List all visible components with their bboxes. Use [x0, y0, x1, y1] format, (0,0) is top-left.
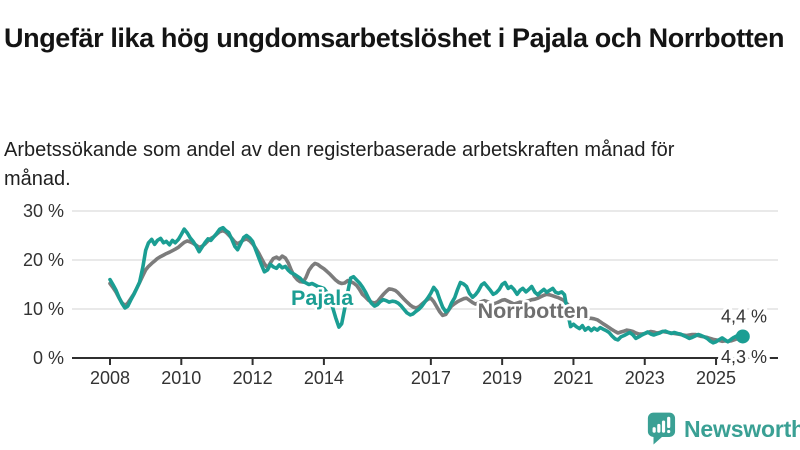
x-tick-label: 2023 — [625, 368, 665, 388]
series-line-norrbotten — [108, 228, 745, 344]
series-end-dot-pajala — [735, 329, 750, 344]
y-tick-label: 30 % — [23, 201, 64, 221]
y-tick-label: 10 % — [23, 299, 64, 319]
x-tick-label: 2014 — [304, 368, 344, 388]
newsworthy-speech-bubble-barchart-icon — [647, 412, 676, 445]
series-line-pajala — [108, 225, 745, 345]
brand-wordmark: Newsworthy — [684, 415, 800, 442]
series-label-pajala: Pajala — [291, 286, 354, 310]
series-label-norrbotten: Norrbotten — [478, 299, 589, 323]
x-tick-label: 2012 — [233, 368, 273, 388]
x-tick-label: 2025 — [696, 368, 736, 388]
page-subtitle: Arbetssökande som andel av den registerb… — [4, 139, 675, 190]
page-title: Ungefär lika hög ungdomsarbetslöshet i P… — [4, 23, 785, 54]
x-tick-label: 2017 — [411, 368, 451, 388]
x-tick-label: 2019 — [482, 368, 522, 388]
x-tick-label: 2021 — [553, 368, 593, 388]
end-value-label-pajala: 4,4 % — [721, 306, 767, 326]
newsworthy-logo[interactable]: Newsworthy — [646, 411, 800, 446]
y-tick-label: 0 % — [33, 348, 64, 368]
y-tick-label: 20 % — [23, 250, 64, 270]
x-tick-label: 2008 — [90, 368, 130, 388]
x-tick-label: 2010 — [161, 368, 201, 388]
end-value-label-norrbotten: 4,3 % — [721, 347, 767, 367]
